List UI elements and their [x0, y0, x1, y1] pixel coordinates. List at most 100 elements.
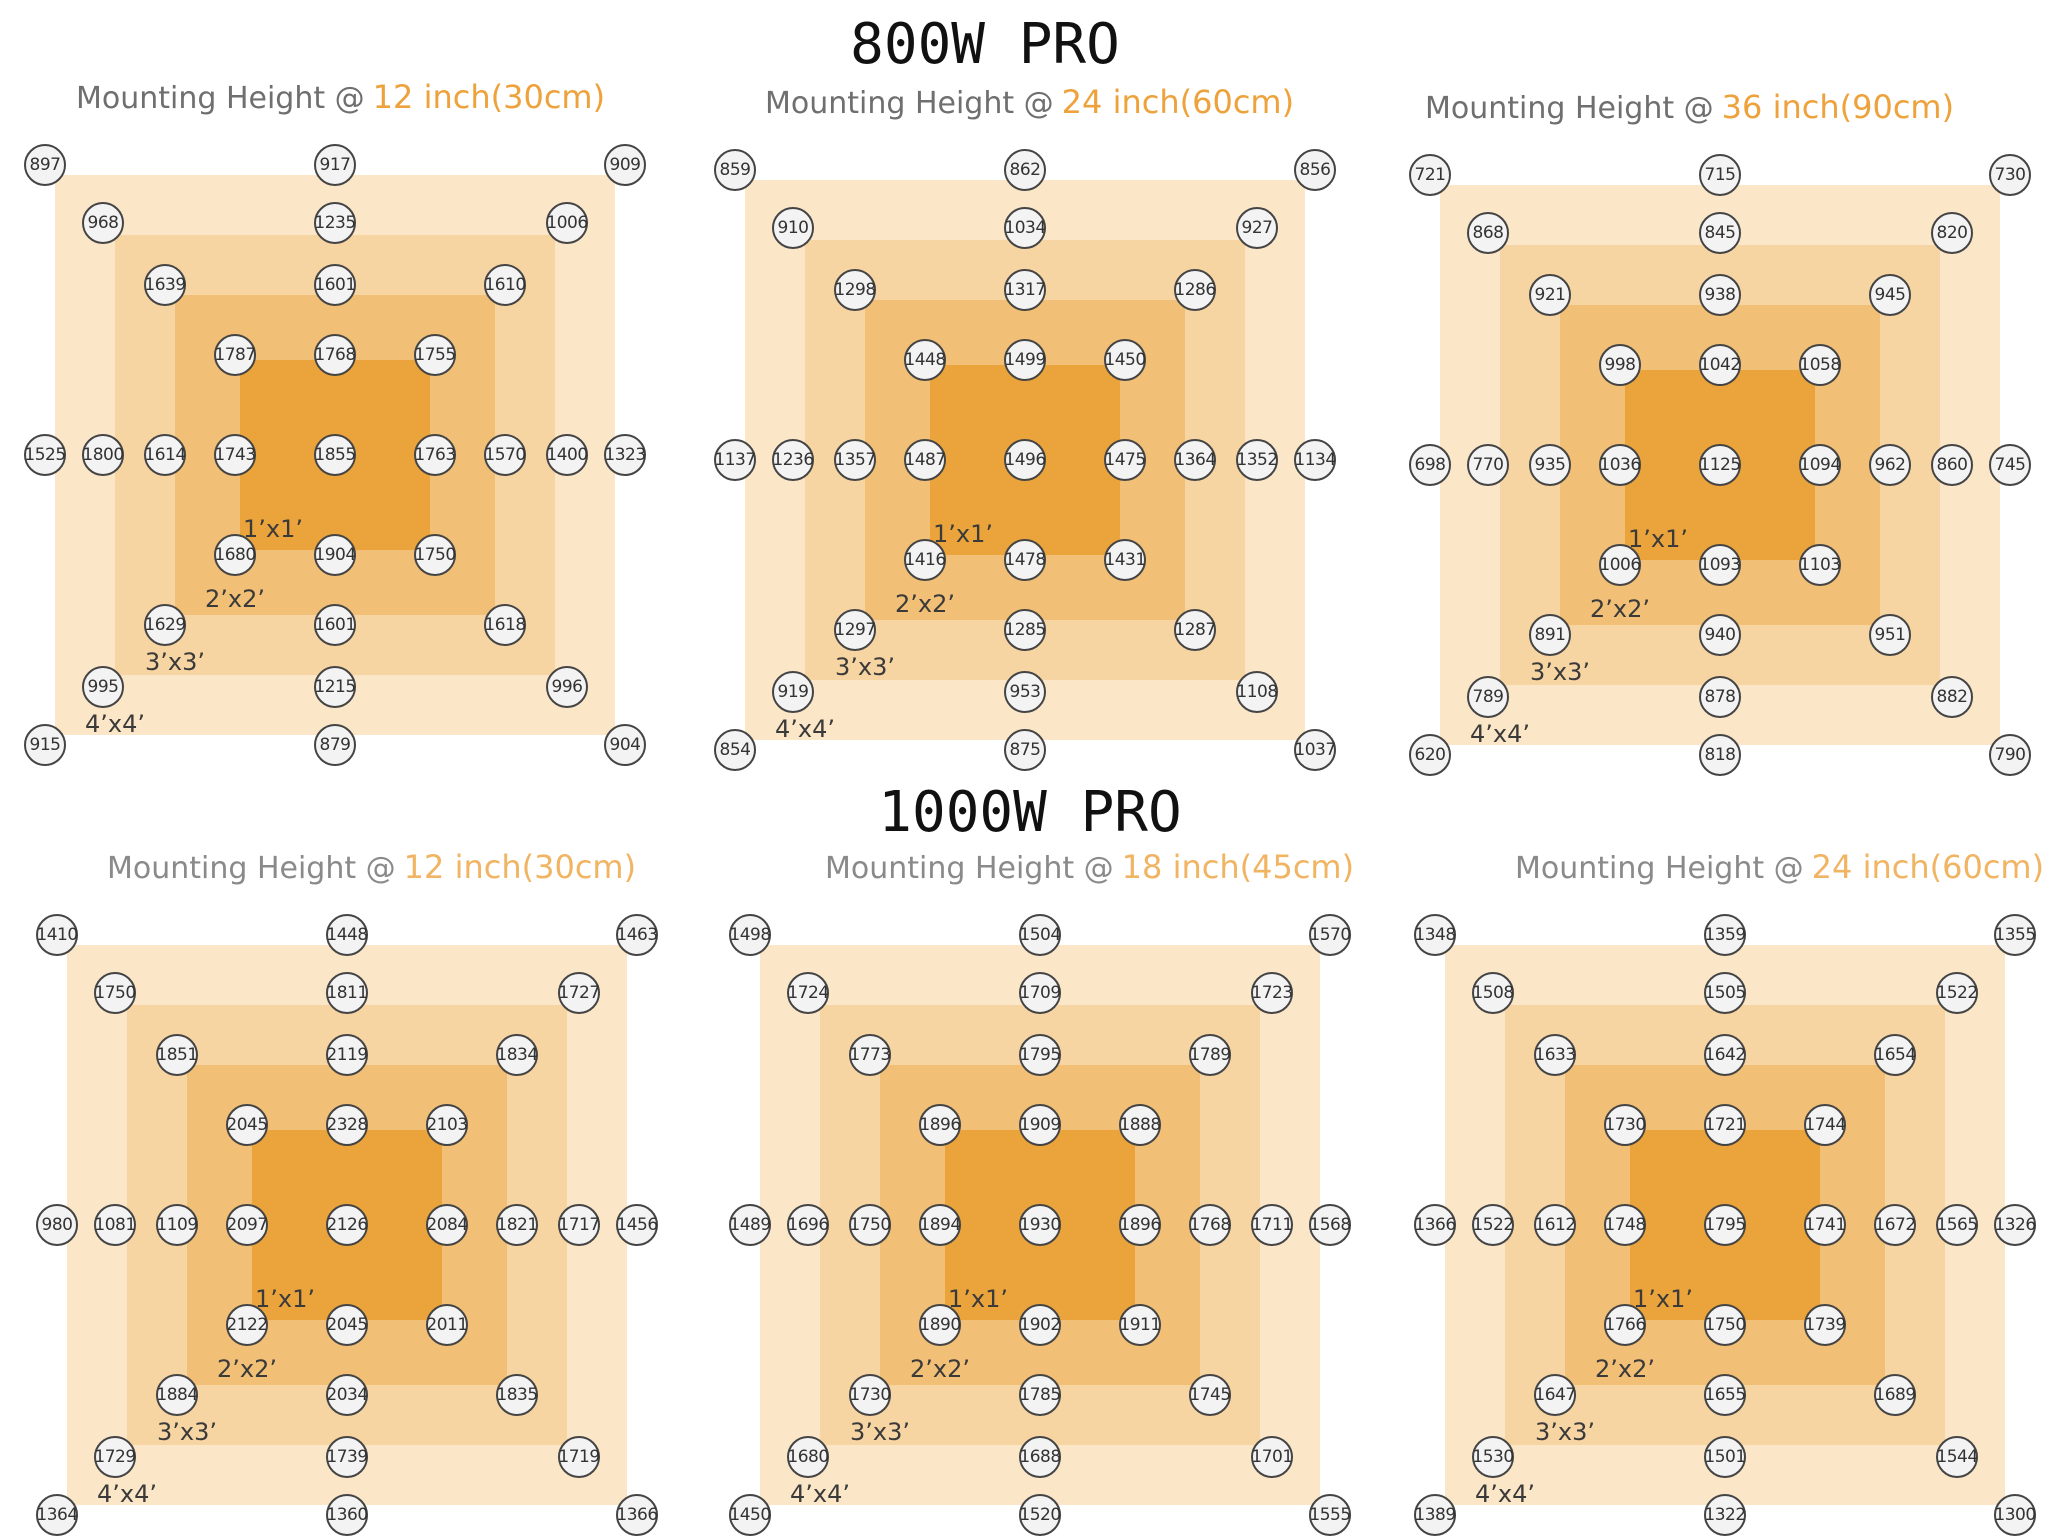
ppfd-chart: Mounting Height @12 inch(30cm) 1’x1’ 2’x2’… [36, 840, 658, 1536]
ppfd-point: 1058 [1799, 344, 1841, 386]
mounting-height-label: Mounting Height @ [765, 86, 1054, 121]
ppfd-point: 1300 [1994, 1494, 2036, 1536]
ppfd-point: 1081 [94, 1204, 136, 1246]
ppfd-point: 1504 [1019, 914, 1061, 956]
ppfd-point: 1505 [1704, 972, 1746, 1014]
ppfd-point: 1360 [326, 1494, 368, 1536]
ppfd-point: 856 [1294, 149, 1336, 191]
ppfd-point: 1103 [1799, 544, 1841, 586]
mounting-height-label: Mounting Height @ [1425, 91, 1714, 126]
ppfd-point: 882 [1931, 676, 1973, 718]
ppfd-point: 1896 [919, 1104, 961, 1146]
zone-label-z1: 1’x1’ [255, 1285, 315, 1313]
ppfd-point: 1721 [1704, 1104, 1746, 1146]
zone-label-z2: 2’x2’ [910, 1355, 970, 1383]
ppfd-point: 1463 [616, 914, 658, 956]
ppfd-point: 1750 [414, 534, 456, 576]
ppfd-point: 1520 [1019, 1494, 1061, 1536]
ppfd-point: 1821 [496, 1204, 538, 1246]
ppfd-point: 1890 [919, 1304, 961, 1346]
ppfd-point: 1364 [1174, 439, 1216, 481]
ppfd-point: 1633 [1534, 1034, 1576, 1076]
ppfd-point: 921 [1529, 274, 1571, 316]
ppfd-point: 1730 [1604, 1104, 1646, 1146]
ppfd-point: 1109 [156, 1204, 198, 1246]
ppfd-point: 1750 [94, 972, 136, 1014]
ppfd-point: 854 [714, 729, 756, 771]
ppfd-point: 1093 [1699, 544, 1741, 586]
ppfd-point: 1499 [1004, 339, 1046, 381]
ppfd-point: 1448 [326, 914, 368, 956]
ppfd-point: 1601 [314, 604, 356, 646]
ppfd-point: 1326 [1994, 1204, 2036, 1246]
ppfd-point: 1134 [1294, 439, 1336, 481]
zone-label-z4: 4’x4’ [1475, 1480, 1535, 1508]
ppfd-point: 620 [1409, 734, 1451, 776]
ppfd-point: 1108 [1236, 671, 1278, 713]
ppfd-chart: Mounting Height @36 inch(90cm) 1’x1’ 2’x2’… [1409, 80, 2031, 776]
ppfd-point: 1884 [156, 1374, 198, 1416]
ppfd-point-center: 1795 [1704, 1204, 1746, 1246]
ppfd-point: 1610 [484, 264, 526, 306]
ppfd-point: 1565 [1936, 1204, 1978, 1246]
ppfd-point: 917 [314, 144, 356, 186]
mounting-height-heading: Mounting Height @12 inch(30cm) [76, 78, 605, 116]
ppfd-point: 1555 [1309, 1494, 1351, 1536]
ppfd-point: 1729 [94, 1436, 136, 1478]
ppfd-point: 1352 [1236, 439, 1278, 481]
ppfd-point: 1739 [326, 1436, 368, 1478]
ppfd-point: 1647 [1534, 1374, 1576, 1416]
ppfd-point: 1450 [729, 1494, 771, 1536]
ppfd-point: 1642 [1704, 1034, 1746, 1076]
zone-label-z3: 3’x3’ [1530, 658, 1590, 686]
ppfd-chart: Mounting Height @18 inch(45cm) 1’x1’ 2’x2’… [729, 840, 1354, 1536]
ppfd-point: 1501 [1704, 1436, 1746, 1478]
ppfd-point: 891 [1529, 614, 1571, 656]
ppfd-point: 1739 [1804, 1304, 1846, 1346]
ppfd-point: 1688 [1019, 1436, 1061, 1478]
ppfd-point: 2045 [326, 1304, 368, 1346]
ppfd-point: 818 [1699, 734, 1741, 776]
ppfd-point: 953 [1004, 671, 1046, 713]
zone-label-z1: 1’x1’ [933, 520, 993, 548]
ppfd-point: 1601 [314, 264, 356, 306]
ppfd-point: 1851 [156, 1034, 198, 1076]
mounting-height-label: Mounting Height @ [825, 851, 1114, 886]
ppfd-point: 1215 [314, 666, 356, 708]
ppfd-point: 1672 [1874, 1204, 1916, 1246]
ppfd-point: 1450 [1104, 339, 1146, 381]
ppfd-point: 962 [1869, 444, 1911, 486]
ppfd-point: 1036 [1599, 444, 1641, 486]
zone-label-z3: 3’x3’ [145, 648, 205, 676]
ppfd-point: 1456 [616, 1204, 658, 1246]
ppfd-point: 1006 [546, 202, 588, 244]
ppfd-point-center: 1125 [1699, 444, 1741, 486]
ppfd-point: 859 [714, 149, 756, 191]
ppfd-point: 910 [772, 207, 814, 249]
ppfd-point: 1487 [904, 439, 946, 481]
ppfd-point: 1768 [1189, 1204, 1231, 1246]
ppfd-point: 1364 [36, 1494, 78, 1536]
ppfd-point: 1696 [787, 1204, 829, 1246]
ppfd-point: 1522 [1936, 972, 1978, 1014]
ppfd-point: 1724 [787, 972, 829, 1014]
ppfd-point: 770 [1467, 444, 1509, 486]
zone-label-z4: 4’x4’ [790, 1480, 850, 1508]
ppfd-point: 1475 [1104, 439, 1146, 481]
zone-label-z2: 2’x2’ [205, 585, 265, 613]
ppfd-point: 1508 [1472, 972, 1514, 1014]
ppfd-point: 1766 [1604, 1304, 1646, 1346]
ppfd-point: 1745 [1189, 1374, 1231, 1416]
ppfd-point: 1286 [1174, 269, 1216, 311]
ppfd-point: 715 [1699, 154, 1741, 196]
ppfd-point: 1909 [1019, 1104, 1061, 1146]
ppfd-point: 995 [82, 666, 124, 708]
ppfd-point: 1744 [1804, 1104, 1846, 1146]
ppfd-point: 1896 [1119, 1204, 1161, 1246]
ppfd-point: 1904 [314, 534, 356, 576]
ppfd-point: 745 [1989, 444, 2031, 486]
ppfd-point: 2084 [426, 1204, 468, 1246]
ppfd-point: 1701 [1251, 1436, 1293, 1478]
zone-label-z2: 2’x2’ [1590, 595, 1650, 623]
ppfd-point: 1431 [1104, 539, 1146, 581]
